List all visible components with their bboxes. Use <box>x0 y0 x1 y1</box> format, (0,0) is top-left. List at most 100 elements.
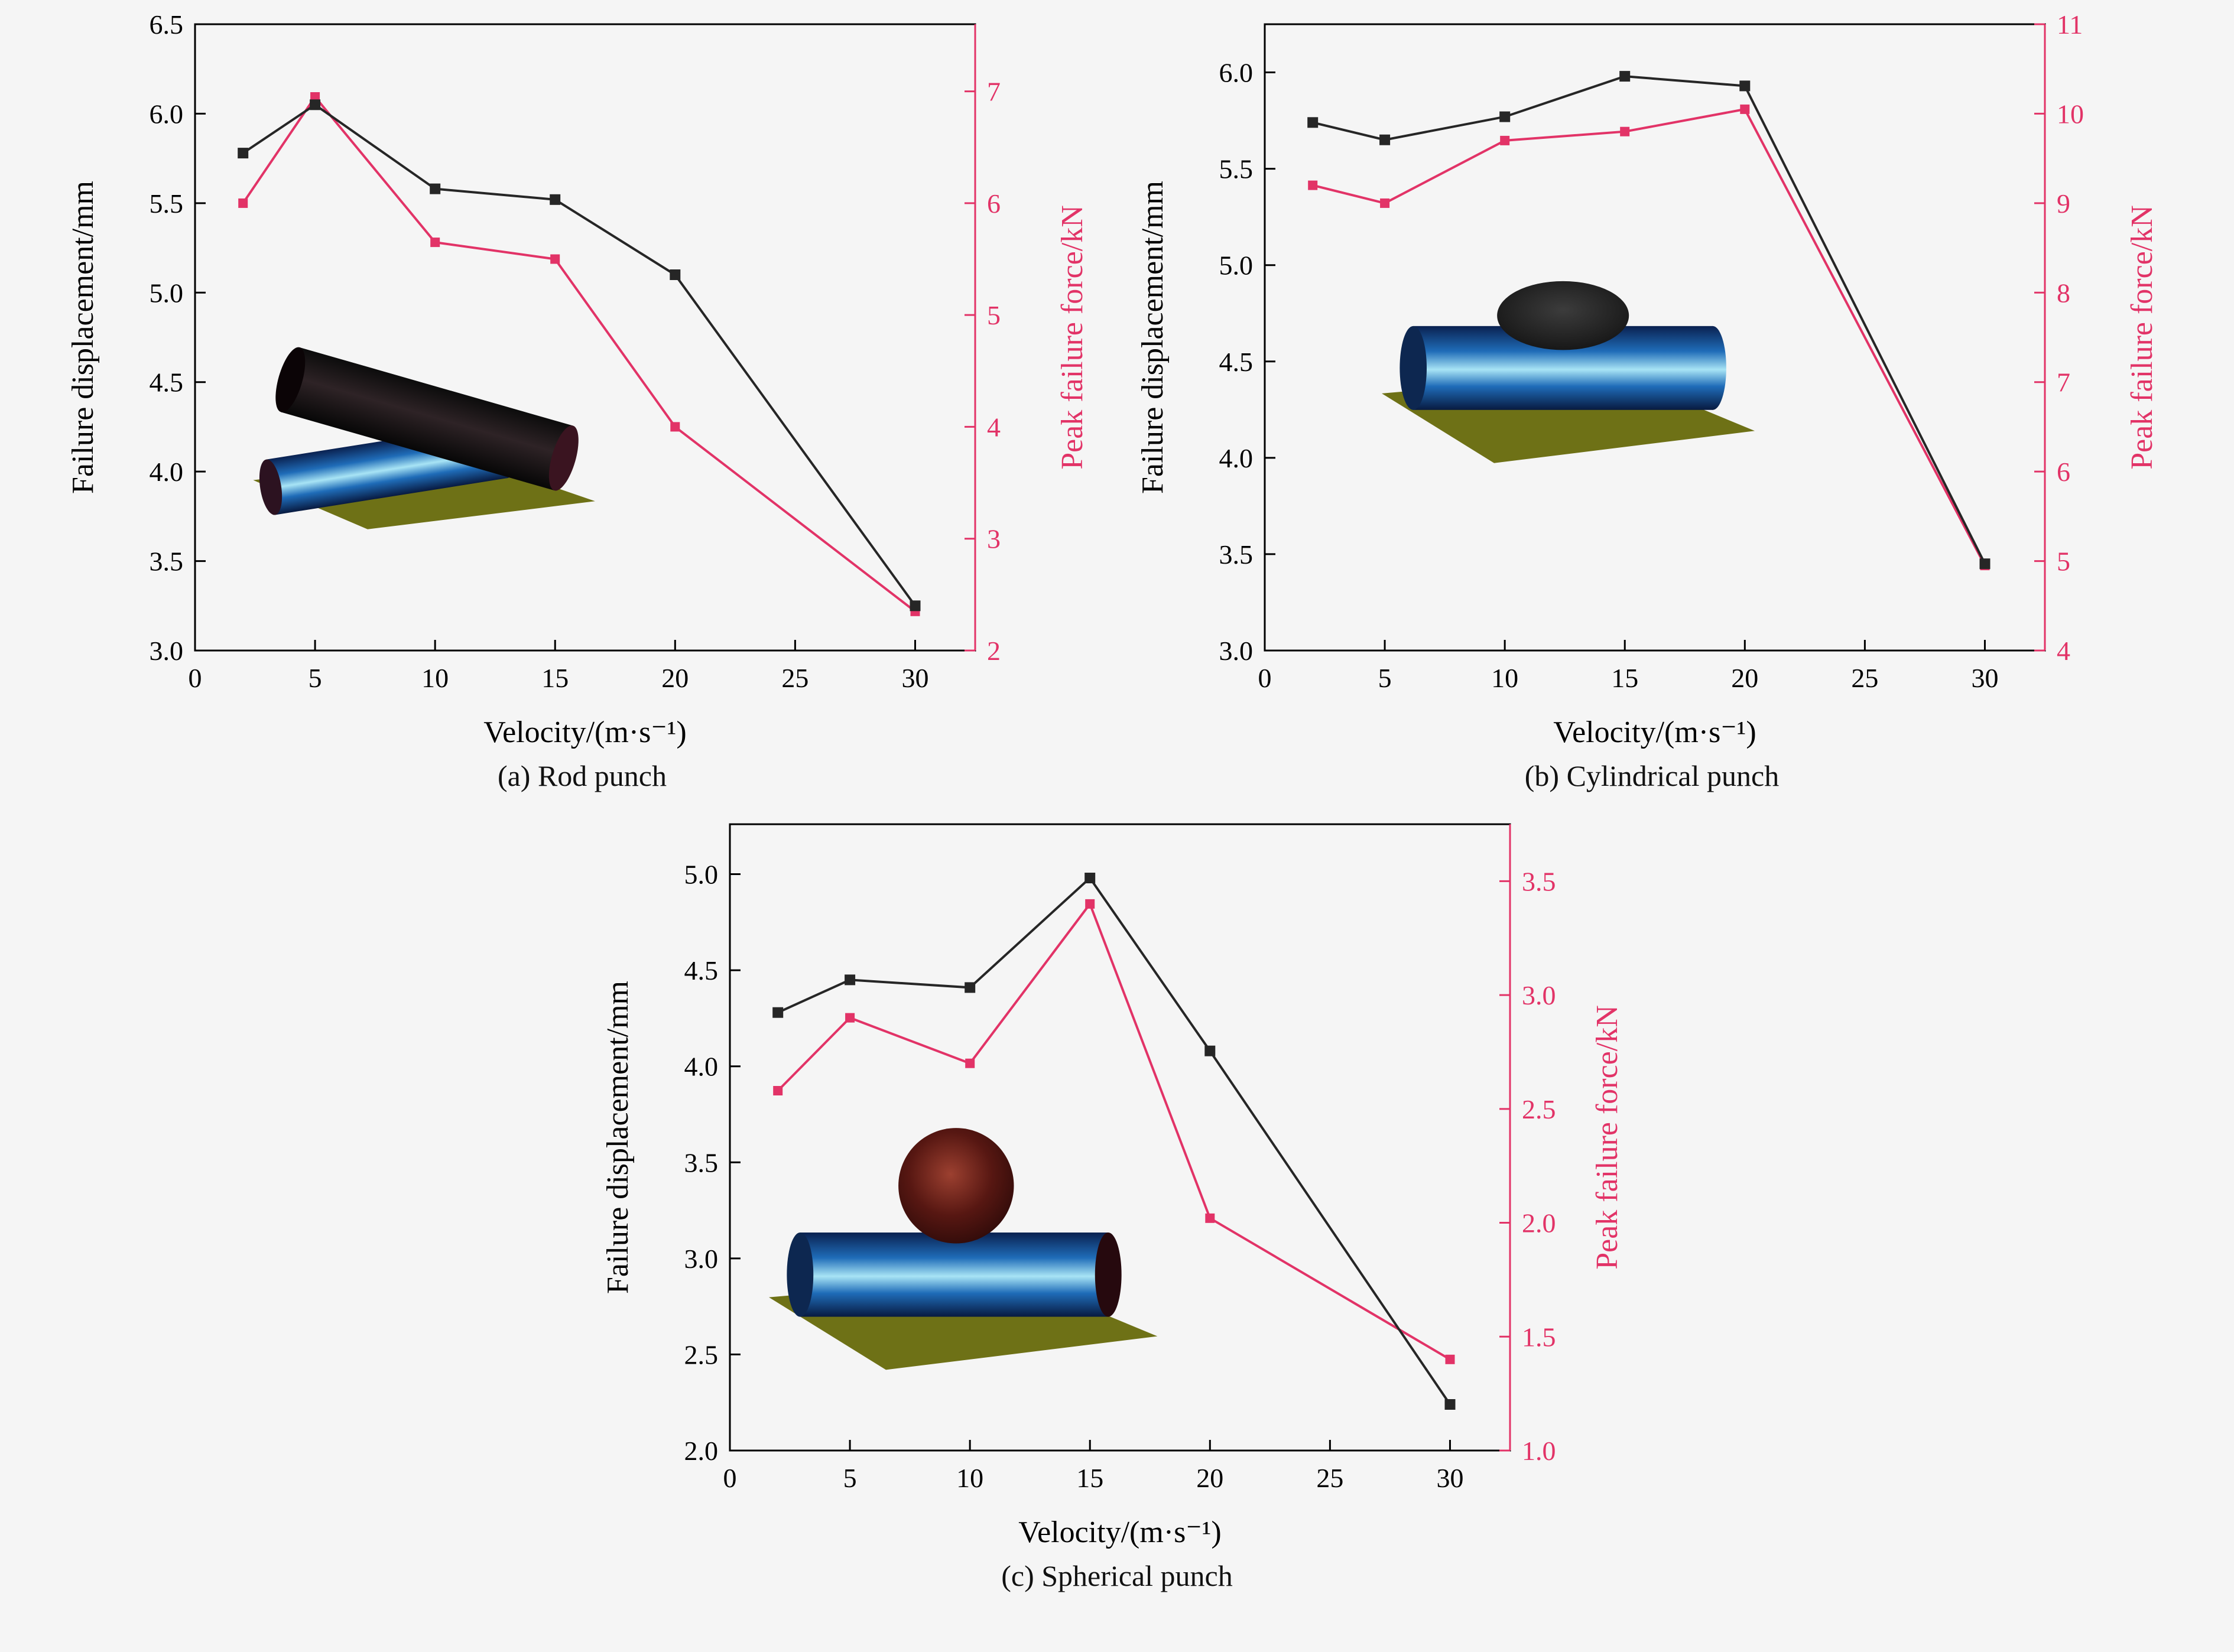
svg-text:10: 10 <box>1491 663 1518 693</box>
failure-displacement-series <box>1307 71 1991 570</box>
svg-text:5.0: 5.0 <box>684 860 719 890</box>
failure-displacement-series <box>772 873 1456 1410</box>
left-axis-ticks: 3.0 3.5 4.0 4.5 5.0 5.5 6.0 <box>1219 58 1275 666</box>
svg-text:30: 30 <box>901 663 928 693</box>
chart-c-plot: 0 5 10 15 20 25 30 2.0 2.5 3.0 3.5 4.0 4.5 5.0 1.0 1.5 2… <box>601 823 1624 1549</box>
svg-text:0: 0 <box>1258 663 1272 693</box>
svg-text:25: 25 <box>1851 663 1878 693</box>
svg-text:5: 5 <box>987 300 1001 330</box>
chart-panel-c: 0 5 10 15 20 25 30 2.0 2.5 3.0 3.5 4.0 4.5 5.0 1.0 1.5 2… <box>591 809 1643 1593</box>
svg-text:4: 4 <box>987 412 1001 442</box>
svg-text:4.5: 4.5 <box>150 368 184 398</box>
svg-text:3.0: 3.0 <box>684 1244 719 1274</box>
peak-failure-force-series <box>1308 104 1990 571</box>
failure-displacement-series <box>238 99 921 612</box>
right-axis-title: Peak failure force/kN <box>1056 205 1089 470</box>
svg-text:4.5: 4.5 <box>684 955 719 986</box>
svg-text:10: 10 <box>421 663 449 693</box>
svg-text:3.0: 3.0 <box>150 636 184 666</box>
svg-text:6.0: 6.0 <box>1219 58 1254 88</box>
svg-text:7: 7 <box>2057 368 2070 398</box>
svg-text:4.0: 4.0 <box>1219 443 1254 473</box>
chart-c-caption: (c) Spherical punch <box>1001 1559 1233 1592</box>
plot-frame <box>194 23 976 652</box>
peak-failure-force-series <box>238 92 920 616</box>
right-axis-ticks: 4 5 6 7 8 9 10 11 <box>2034 9 2084 666</box>
svg-text:11: 11 <box>2057 9 2083 40</box>
svg-text:3.5: 3.5 <box>150 547 184 577</box>
x-axis-ticks: 0 5 10 15 20 25 30 <box>189 640 928 693</box>
right-axis-ticks: 2 3 4 5 6 7 <box>965 77 1001 666</box>
chart-panel-b: 0 5 10 15 20 25 30 3.0 3.5 4.0 4.5 5.0 5.5 6.0 4 5 6 7 8 9 1… <box>1126 9 2178 793</box>
charts-row-top: 0 5 10 15 20 25 30 3.0 3.5 4.0 4.5 5.0 5.5 6.0 6.5 2 3 4 5… <box>0 9 2234 793</box>
spherical-punch-illustration <box>769 1128 1158 1370</box>
right-axis-ticks: 1.0 1.5 2.0 2.5 3.0 3.5 <box>1499 866 1556 1466</box>
left-axis-title: Failure displacement/mm <box>1136 181 1170 494</box>
svg-text:5: 5 <box>2057 547 2070 577</box>
plot-frame <box>729 823 1511 1452</box>
figure: 0 5 10 15 20 25 30 3.0 3.5 4.0 4.5 5.0 5.5 6.0 6.5 2 3 4 5… <box>0 9 2234 1593</box>
svg-text:1.5: 1.5 <box>1522 1322 1556 1352</box>
svg-text:9: 9 <box>2057 188 2070 219</box>
svg-text:30: 30 <box>1971 663 1998 693</box>
svg-text:6: 6 <box>987 188 1001 219</box>
chart-b-caption: (b) Cylindrical punch <box>1524 759 1780 792</box>
svg-text:2.5: 2.5 <box>1522 1094 1556 1124</box>
svg-text:3.0: 3.0 <box>1522 980 1556 1010</box>
svg-text:4: 4 <box>2057 636 2070 666</box>
chart-a-caption: (a) Rod punch <box>497 759 667 792</box>
svg-text:10: 10 <box>2057 99 2084 129</box>
svg-text:5: 5 <box>309 663 322 693</box>
right-axis-title: Peak failure force/kN <box>2125 205 2159 470</box>
svg-text:3.0: 3.0 <box>1219 636 1254 666</box>
svg-text:0: 0 <box>189 663 202 693</box>
x-axis-title: Velocity/(m·s⁻¹) <box>483 716 686 749</box>
svg-text:20: 20 <box>1196 1463 1223 1493</box>
svg-text:5.0: 5.0 <box>1219 251 1254 281</box>
right-axis-title: Peak failure force/kN <box>1590 1005 1624 1270</box>
svg-text:6.0: 6.0 <box>150 99 184 129</box>
cylindrical-punch-illustration <box>1382 281 1755 463</box>
svg-text:5: 5 <box>843 1463 857 1493</box>
left-axis-title: Failure displacement/mm <box>66 181 100 494</box>
svg-text:3: 3 <box>987 524 1001 554</box>
svg-text:20: 20 <box>661 663 689 693</box>
svg-text:3.5: 3.5 <box>1219 539 1254 570</box>
svg-text:4.0: 4.0 <box>684 1052 719 1082</box>
svg-text:4.0: 4.0 <box>150 457 184 487</box>
svg-text:3.5: 3.5 <box>684 1147 719 1178</box>
svg-text:10: 10 <box>956 1463 983 1493</box>
x-axis-ticks: 0 5 10 15 20 25 30 <box>723 1440 1463 1493</box>
svg-text:15: 15 <box>541 663 569 693</box>
svg-text:2.0: 2.0 <box>1522 1208 1556 1238</box>
svg-text:1.0: 1.0 <box>1522 1436 1556 1466</box>
chart-a-plot: 0 5 10 15 20 25 30 3.0 3.5 4.0 4.5 5.0 5.5 6.0 6.5 2 3 4 5… <box>66 9 1089 749</box>
svg-text:5.5: 5.5 <box>150 188 184 219</box>
chart-panel-a: 0 5 10 15 20 25 30 3.0 3.5 4.0 4.5 5.0 5.5 6.0 6.5 2 3 4 5… <box>56 9 1108 793</box>
chart-b-plot: 0 5 10 15 20 25 30 3.0 3.5 4.0 4.5 5.0 5.5 6.0 4 5 6 7 8 9 1… <box>1136 9 2159 749</box>
svg-text:3.5: 3.5 <box>1522 866 1556 896</box>
svg-text:5: 5 <box>1378 663 1392 693</box>
svg-text:15: 15 <box>1076 1463 1103 1493</box>
charts-row-bottom: 0 5 10 15 20 25 30 2.0 2.5 3.0 3.5 4.0 4.5 5.0 1.0 1.5 2… <box>0 809 2234 1593</box>
svg-text:2.0: 2.0 <box>684 1436 719 1466</box>
svg-text:8: 8 <box>2057 278 2070 308</box>
svg-text:6.5: 6.5 <box>150 9 184 40</box>
svg-text:25: 25 <box>1316 1463 1343 1493</box>
svg-text:2.5: 2.5 <box>684 1339 719 1370</box>
x-axis-title: Velocity/(m·s⁻¹) <box>1553 716 1756 749</box>
left-axis-ticks: 2.0 2.5 3.0 3.5 4.0 4.5 5.0 <box>684 860 741 1466</box>
peak-failure-force-series <box>773 899 1455 1364</box>
left-axis-ticks: 3.0 3.5 4.0 4.5 5.0 5.5 6.0 6.5 <box>150 9 206 666</box>
svg-text:6: 6 <box>2057 457 2070 487</box>
svg-text:25: 25 <box>781 663 808 693</box>
rod-punch-illustration <box>253 347 595 529</box>
x-axis-title: Velocity/(m·s⁻¹) <box>1018 1516 1221 1549</box>
svg-text:2: 2 <box>987 636 1001 666</box>
svg-text:7: 7 <box>987 77 1001 107</box>
svg-text:30: 30 <box>1436 1463 1463 1493</box>
x-axis-ticks: 0 5 10 15 20 25 30 <box>1258 640 1998 693</box>
svg-text:15: 15 <box>1611 663 1638 693</box>
left-axis-title: Failure displacement/mm <box>601 981 635 1294</box>
svg-text:20: 20 <box>1731 663 1758 693</box>
